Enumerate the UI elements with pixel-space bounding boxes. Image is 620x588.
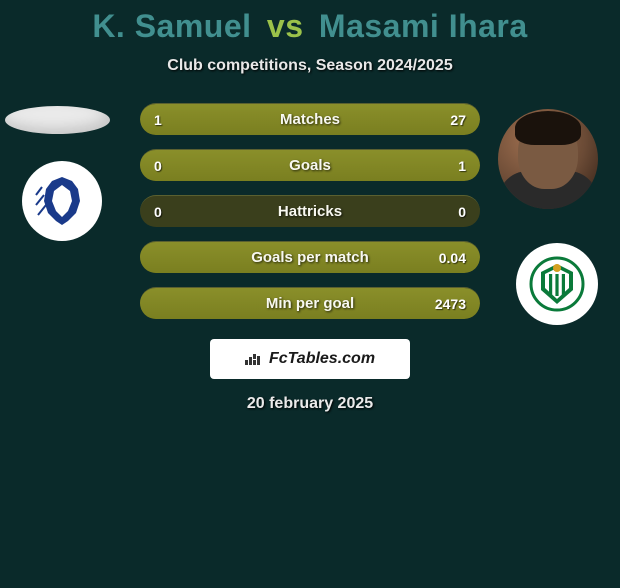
stat-label: Matches <box>140 111 480 128</box>
branding-box: FcTables.com <box>210 339 410 379</box>
content-area: 127Matches 01Goals 00Hattricks 0.04Goals pe… <box>0 103 620 413</box>
player2-avatar <box>498 109 598 209</box>
stat-bar: 0.04Goals per match <box>140 241 480 273</box>
stat-label: Hattricks <box>140 203 480 220</box>
stat-label: Goals <box>140 157 480 174</box>
bar-chart-icon <box>245 352 263 366</box>
betis-crest-icon <box>529 256 585 312</box>
stat-label: Goals per match <box>140 249 480 266</box>
chief-head-icon <box>32 171 92 231</box>
title-vs: vs <box>267 8 304 44</box>
stat-bar: 00Hattricks <box>140 195 480 227</box>
player2-club-logo <box>516 243 598 325</box>
player1-club-logo <box>22 161 102 241</box>
stat-bar: 127Matches <box>140 103 480 135</box>
stat-bar: 01Goals <box>140 149 480 181</box>
page-title: K. Samuel vs Masami Ihara <box>0 8 620 45</box>
branding-text: FcTables.com <box>269 350 375 368</box>
title-player1: K. Samuel <box>92 8 251 44</box>
stat-label: Min per goal <box>140 295 480 312</box>
title-player2: Masami Ihara <box>319 8 528 44</box>
stats-bars: 127Matches 01Goals 00Hattricks 0.04Goals pe… <box>140 103 480 319</box>
avatar-hair <box>515 111 581 145</box>
stat-bar: 2473Min per goal <box>140 287 480 319</box>
date-label: 20 february 2025 <box>0 395 620 413</box>
player1-avatar <box>5 106 110 134</box>
comparison-card: K. Samuel vs Masami Ihara Club competiti… <box>0 8 620 413</box>
subtitle: Club competitions, Season 2024/2025 <box>0 57 620 75</box>
